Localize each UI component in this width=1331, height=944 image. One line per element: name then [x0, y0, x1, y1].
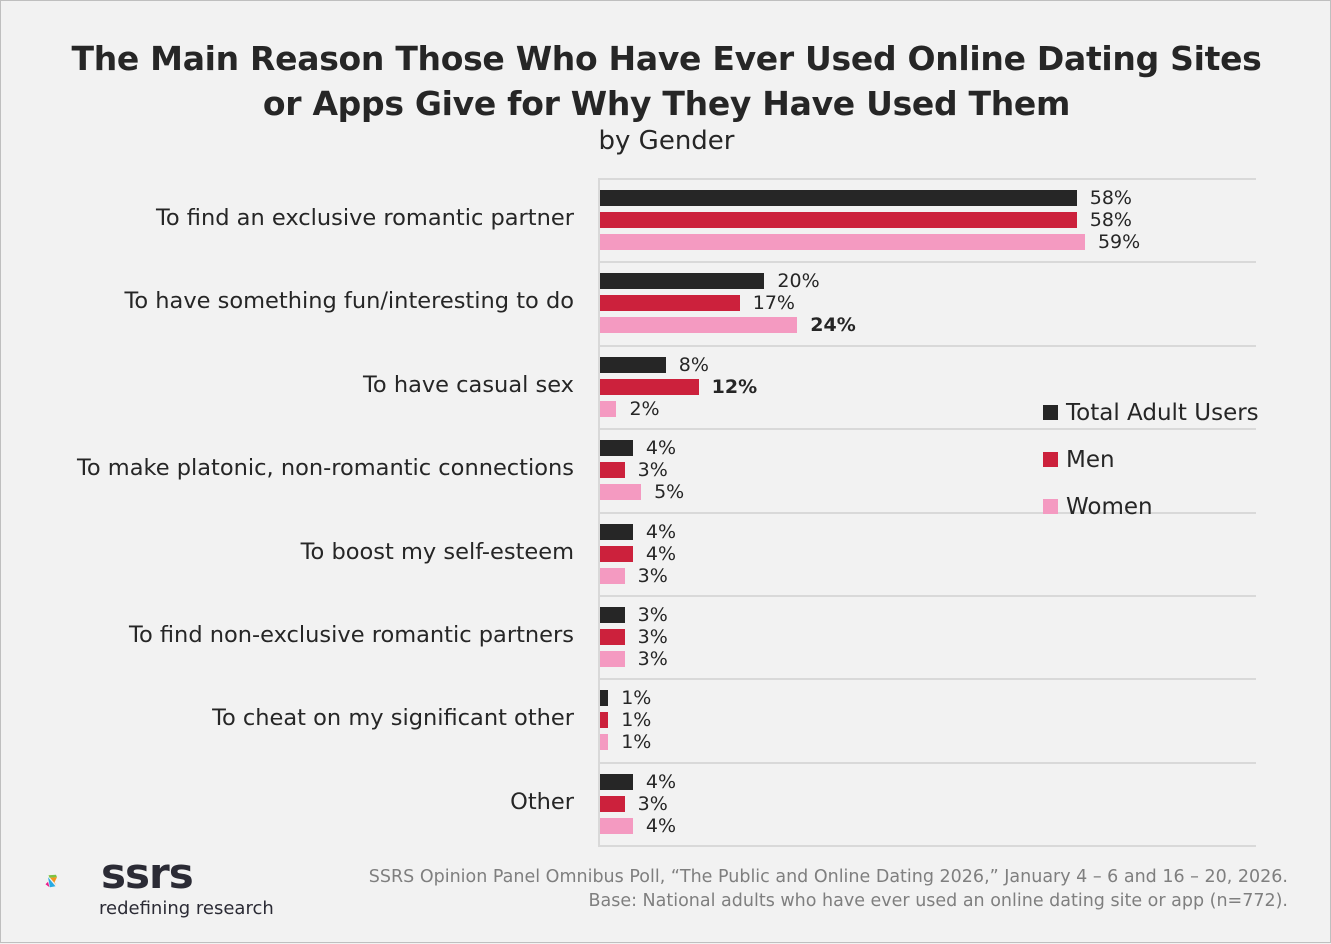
gridline: [598, 678, 1256, 681]
data-label: 4%: [645, 770, 677, 793]
chart-title-line-2: or Apps Give for Why They Have Used Them: [262, 84, 1071, 123]
bar-men-to-have-casual-sex: [600, 378, 699, 395]
bar-total-adult-users-to-cheat-on-my-significant-other: [600, 690, 609, 707]
data-label: 58%: [1089, 209, 1132, 231]
legend-swatch-icon: [1043, 452, 1058, 467]
chart-legend: Total Adult Users Men Women: [1043, 389, 1259, 530]
bar-total-adult-users-to-have-something-fun-interesting-to-do: [600, 273, 765, 290]
legend-label: Women: [1066, 493, 1153, 520]
logo-tagline: redefining research: [99, 898, 274, 919]
data-label: 4%: [645, 814, 677, 837]
bar-women-other: [600, 817, 633, 834]
category-label-to-have-something-fun-interesting-to-do: To have something fun/interesting to do: [124, 288, 574, 315]
data-label: 1%: [621, 709, 652, 732]
bar-men-to-make-platonic-non-romantic-connections: [600, 462, 625, 479]
data-label: 20%: [777, 270, 820, 293]
ssrs-logo-mark-icon: [45, 874, 57, 888]
gridline: [598, 261, 1256, 264]
bar-men-to-boost-my-self-esteem: [600, 545, 633, 562]
data-label: 1%: [621, 731, 652, 754]
chart-subtitle: by Gender: [598, 126, 735, 156]
legend-item-men: Men: [1043, 436, 1259, 483]
legend-item-women: Women: [1043, 483, 1259, 530]
bar-women-to-cheat-on-my-significant-other: [600, 734, 609, 751]
gridline: [598, 428, 1256, 431]
data-label: 3%: [637, 648, 668, 670]
legend-label: Total Adult Users: [1066, 399, 1259, 426]
bar-men-to-find-an-exclusive-romantic-partner: [600, 212, 1077, 228]
legend-label: Men: [1066, 446, 1115, 473]
legend-item-total-adult-users: Total Adult Users: [1043, 389, 1259, 436]
bar-men-to-find-non-exclusive-romantic-partners: [600, 629, 625, 645]
bar-men-to-have-something-fun-interesting-to-do: [600, 295, 740, 312]
data-label: 17%: [752, 292, 795, 315]
data-label: 3%: [637, 626, 668, 648]
gridline: [598, 761, 1256, 764]
data-label: 4%: [645, 437, 677, 460]
data-label: 12%: [711, 375, 758, 398]
data-label: 4%: [645, 542, 677, 565]
bar-total-adult-users-to-find-an-exclusive-romantic-partner: [600, 190, 1077, 206]
bar-women-to-find-an-exclusive-romantic-partner: [600, 234, 1085, 250]
gridline: [598, 511, 1256, 514]
category-label-to-have-casual-sex: To have casual sex: [362, 371, 574, 398]
data-label: 59%: [1097, 231, 1141, 253]
data-label: 3%: [637, 792, 668, 815]
bar-women-to-find-non-exclusive-romantic-partners: [600, 651, 625, 667]
bar-men-to-cheat-on-my-significant-other: [600, 712, 609, 729]
legend-swatch-icon: [1043, 499, 1058, 514]
category-label-to-cheat-on-my-significant-other: To cheat on my significant other: [212, 705, 574, 732]
bar-women-to-have-something-fun-interesting-to-do: [600, 317, 798, 334]
data-label: 5%: [654, 481, 685, 504]
bar-total-adult-users-to-have-casual-sex: [600, 356, 666, 373]
category-label-other: Other: [510, 788, 574, 815]
data-label: 8%: [678, 353, 709, 376]
gridline: [598, 178, 1256, 180]
bar-women-to-boost-my-self-esteem: [600, 567, 625, 584]
logo-wordmark: ssrs: [101, 849, 194, 898]
category-label-to-find-an-exclusive-romantic-partner: To find an exclusive romantic partner: [155, 205, 574, 231]
source-note: SSRS Opinion Panel Omnibus Poll, “The Pu…: [368, 867, 1288, 887]
data-label: 24%: [810, 314, 856, 337]
data-label: 3%: [637, 459, 668, 482]
data-label: 1%: [621, 687, 652, 710]
category-label-to-boost-my-self-esteem: To boost my self-esteem: [300, 538, 574, 565]
data-label: 3%: [637, 604, 668, 626]
gridline: [598, 845, 1256, 848]
category-label-to-find-non-exclusive-romantic-partners: To find non-exclusive romantic partners: [129, 622, 574, 648]
data-label: 2%: [629, 397, 660, 420]
bar-total-adult-users-to-make-platonic-non-romantic-connections: [600, 440, 633, 457]
bar-men-other: [600, 795, 625, 812]
gridline: [598, 595, 1256, 597]
category-axis-line: [598, 178, 600, 845]
category-label-to-make-platonic-non-romantic-connections: To make platonic, non-romantic connectio…: [76, 455, 574, 482]
chart-title-line-1: The Main Reason Those Who Have Ever Used…: [71, 39, 1262, 78]
data-label: 4%: [645, 520, 677, 543]
bar-women-to-make-platonic-non-romantic-connections: [600, 484, 642, 501]
data-label: 3%: [637, 564, 668, 587]
bar-women-to-have-casual-sex: [600, 400, 617, 417]
legend-swatch-icon: [1043, 405, 1058, 420]
gridline: [598, 344, 1256, 347]
bar-total-adult-users-to-find-non-exclusive-romantic-partners: [600, 607, 625, 623]
base-note: Base: National adults who have ever used…: [588, 891, 1288, 911]
data-label: 58%: [1089, 187, 1132, 209]
bar-total-adult-users-to-boost-my-self-esteem: [600, 523, 633, 540]
bar-total-adult-users-other: [600, 773, 633, 790]
